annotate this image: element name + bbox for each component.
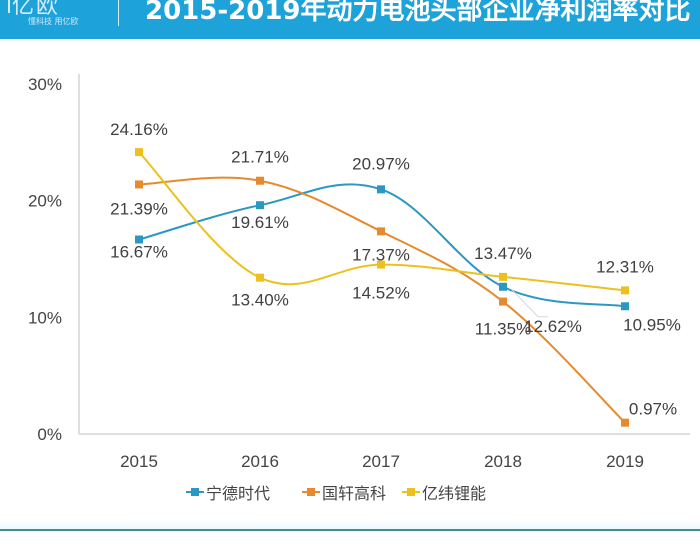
x-tick-label: 2016 [241,452,279,471]
data-label: 16.67% [110,243,168,262]
data-label: 11.35% [475,320,531,339]
data-point-marker [256,273,264,282]
y-tick-label: 30% [28,75,62,94]
header-banner: 亿欧 懂科技 用亿欧 2015-2019年动力电池头部企业净利润率对比 [0,0,700,39]
data-labels: 16.67% 19.61% 20.97% 12.62% 10.95% 21.39% 21.7… [110,120,681,419]
x-tick-label: 2018 [484,452,522,471]
data-label: 13.40% [231,291,289,310]
legend-label: 亿纬锂能 [422,484,487,503]
legend-item-gotion: 国轩高科 [302,480,386,504]
data-point-marker [135,180,143,189]
data-label: 10.95% [623,315,681,334]
legend-label: 国轩高科 [322,484,387,503]
footer-divider [0,529,700,531]
legend-item-catl: 宁德时代 [186,480,270,504]
y-tick-label: 20% [28,192,62,211]
header-divider [118,0,119,26]
logo-mark-icon [8,0,10,13]
logo-text: 亿欧 [12,0,61,19]
brand-logo: 亿欧 [8,0,60,20]
data-point-marker [135,235,143,244]
chart-legend: 宁德时代 国轩高科 亿纬锂能 [0,480,700,503]
legend-marker-icon [302,487,320,497]
data-label: 17.37% [352,245,410,264]
data-point-marker [499,272,507,281]
legend-label: 宁德时代 [206,484,271,503]
footer-glow [0,520,700,530]
data-label: 19.61% [231,213,289,232]
legend-marker-icon [186,487,204,497]
data-label: 13.47% [474,244,532,263]
y-tick-label: 10% [28,308,62,327]
y-tick-label: 0% [37,425,62,444]
data-point-marker [621,418,629,427]
legend-item-eve: 亿纬锂能 [402,480,486,504]
legend-marker-icon [402,487,420,497]
chart-title: 2015-2019年动力电池头部企业净利润率对比 [145,0,691,26]
chart-axes: 0% 10% 20% 30% 2015 2016 2017 2018 2019 [28,74,690,471]
data-label: 0.97% [629,400,677,419]
data-label: 12.31% [596,257,654,276]
data-label: 14.52% [352,284,410,303]
data-point-marker [621,286,629,295]
brand-tagline: 懂科技 用亿欧 [28,17,79,26]
series-markers [135,148,629,427]
data-label: 12.62% [524,317,582,336]
data-point-marker [135,148,143,157]
data-label: 24.16% [110,120,168,139]
label-leaders [510,288,548,318]
data-label: 20.97% [352,154,410,173]
data-point-marker [499,297,507,306]
label-leader-line [510,288,548,318]
data-point-marker [256,201,264,210]
data-point-marker [256,176,264,185]
data-point-marker [499,282,507,291]
x-tick-label: 2019 [606,452,644,471]
data-point-marker [621,302,629,311]
data-point-marker [377,260,385,269]
x-tick-label: 2015 [120,452,158,471]
data-label: 21.39% [110,199,168,218]
x-tick-label: 2017 [362,452,400,471]
data-point-marker [377,185,385,194]
data-label: 21.71% [231,148,289,167]
data-point-marker [377,227,385,236]
